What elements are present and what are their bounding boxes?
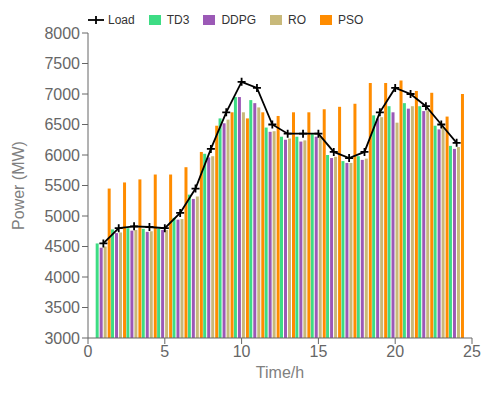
svg-text:4500: 4500 (44, 238, 80, 255)
svg-text:3500: 3500 (44, 299, 80, 316)
svg-text:7000: 7000 (44, 86, 80, 103)
svg-text:5: 5 (160, 343, 169, 360)
svg-text:Time/h: Time/h (256, 364, 304, 381)
svg-text:5000: 5000 (44, 208, 80, 225)
html-text:DDPG: DDPG (221, 13, 256, 27)
svg-text:20: 20 (386, 343, 404, 360)
svg-text:0: 0 (84, 343, 93, 360)
svg-text:10: 10 (233, 343, 251, 360)
html-text:RO: RO (288, 13, 306, 27)
svg-text:6000: 6000 (44, 147, 80, 164)
svg-text:3000: 3000 (44, 330, 80, 347)
svg-text:Power (MW): Power (MW) (10, 141, 27, 230)
html-text:TD3: TD3 (166, 13, 190, 27)
svg-text:5500: 5500 (44, 177, 80, 194)
html-text:Load: Load (108, 13, 135, 27)
svg-text:7500: 7500 (44, 55, 80, 72)
svg-text:4000: 4000 (44, 269, 80, 286)
svg-text:15: 15 (310, 343, 328, 360)
html-text:PSO: PSO (338, 13, 364, 27)
svg-text:6500: 6500 (44, 116, 80, 133)
svg-text:8000: 8000 (44, 25, 80, 42)
svg-text:25: 25 (463, 343, 481, 360)
